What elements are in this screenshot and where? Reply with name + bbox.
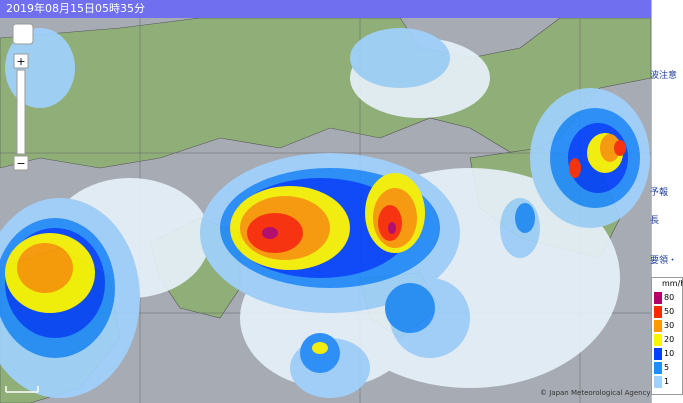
legend-swatch xyxy=(654,306,662,318)
zoom-slider[interactable] xyxy=(16,69,26,155)
zoom-out-label: − xyxy=(16,157,25,170)
legend: mm/h 80 50 30 20 10 5 1 xyxy=(651,277,683,395)
scale-bar xyxy=(5,386,39,393)
legend-row: 20 xyxy=(652,333,682,347)
legend-swatch xyxy=(654,334,662,346)
pan-control[interactable] xyxy=(12,23,34,45)
legend-swatch xyxy=(654,320,662,332)
sidebar-link[interactable]: 長 xyxy=(650,216,660,226)
legend-label: 20 xyxy=(664,335,675,344)
legend-label: 30 xyxy=(664,321,675,330)
legend-label: 80 xyxy=(664,293,675,302)
zoom-out-button[interactable] xyxy=(13,155,29,171)
legend-swatch xyxy=(654,362,662,374)
legend-label: 1 xyxy=(664,377,670,386)
zoom-in-label: + xyxy=(16,55,25,68)
legend-swatch xyxy=(654,376,662,388)
legend-row: 1 xyxy=(652,375,682,389)
legend-row: 10 xyxy=(652,347,682,361)
legend-row: 30 xyxy=(652,319,682,333)
legend-row: 50 xyxy=(652,305,682,319)
rain-echo xyxy=(0,28,650,398)
legend-row: 80 xyxy=(652,291,682,305)
legend-label: 50 xyxy=(664,307,675,316)
sidebar-link[interactable]: 波注意 xyxy=(650,71,678,81)
sidebar-link[interactable]: 予報 xyxy=(650,188,669,198)
legend-label: 5 xyxy=(664,363,670,372)
legend-unit: mm/h xyxy=(662,279,683,288)
zoom-control[interactable]: + − xyxy=(12,23,34,171)
legend-row: 5 xyxy=(652,361,682,375)
legend-swatch xyxy=(654,292,662,304)
zoom-in-button[interactable] xyxy=(13,53,29,69)
copyright: © Japan Meteorological Agency xyxy=(540,389,651,397)
sidebar-link[interactable]: 要領・ xyxy=(650,256,678,266)
legend-swatch xyxy=(654,348,662,360)
timestamp-bar: 2019年08月15日05時35分 xyxy=(0,0,651,18)
radar-map[interactable]: + − © Japan Meteorological Agency xyxy=(0,18,651,403)
legend-label: 10 xyxy=(664,349,675,358)
